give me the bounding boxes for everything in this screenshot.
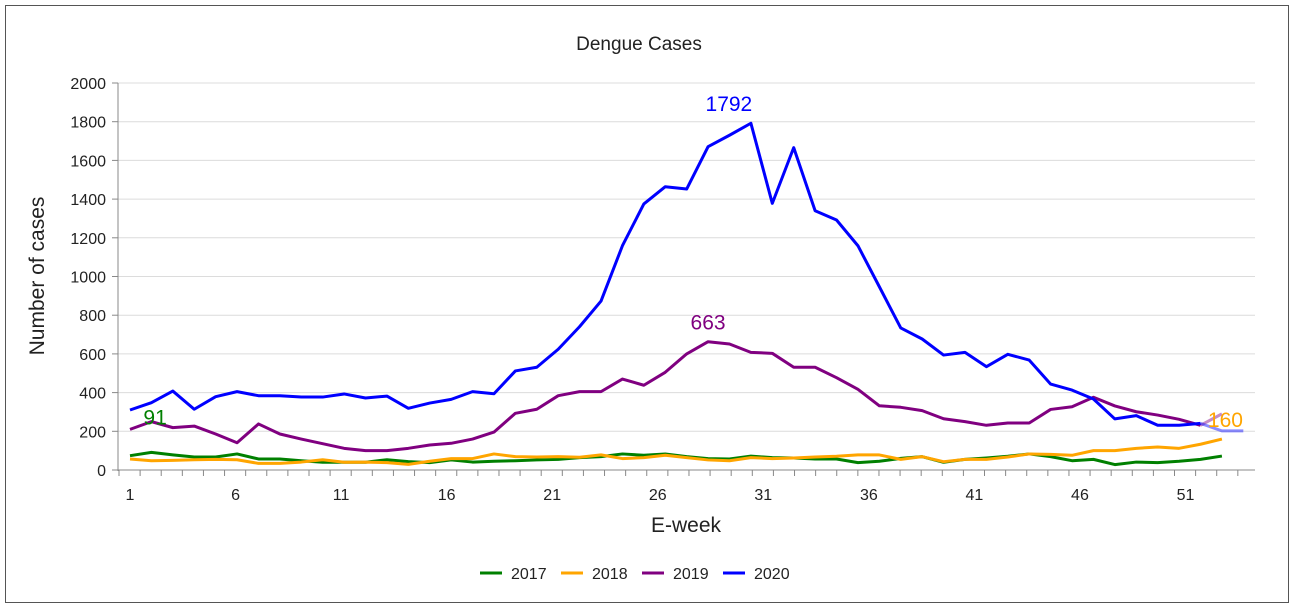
legend-item-2019: 2019 xyxy=(642,566,709,583)
y-axis-label: Number of cases xyxy=(26,197,49,356)
data-label-2018: 160 xyxy=(1208,409,1243,432)
legend-label: 2018 xyxy=(592,566,628,583)
x-tick-label: 51 xyxy=(1177,487,1195,504)
x-tick-label: 46 xyxy=(1071,487,1089,504)
x-tick-label: 31 xyxy=(754,487,772,504)
chart-frame xyxy=(5,5,1289,603)
x-tick-label: 26 xyxy=(649,487,667,504)
y-tick-label: 400 xyxy=(79,386,106,403)
data-label-2017: 91 xyxy=(143,406,166,429)
data-label-2020: 1792 xyxy=(706,93,753,116)
legend-label: 2019 xyxy=(673,566,709,583)
x-tick-label: 36 xyxy=(860,487,878,504)
x-tick-label: 11 xyxy=(333,487,350,504)
y-tick-label: 200 xyxy=(79,424,106,441)
x-axis-label: E-week xyxy=(651,514,722,537)
legend-label: 2017 xyxy=(511,566,547,583)
y-tick-label: 1200 xyxy=(70,231,106,248)
series-line-2018 xyxy=(129,437,1223,466)
y-tick-label: 1800 xyxy=(70,115,106,132)
chart-title: Dengue Cases xyxy=(576,34,702,55)
series-line-2020 xyxy=(129,121,1201,427)
y-tick-label: 800 xyxy=(79,308,106,325)
series-line-2019 xyxy=(129,340,1201,453)
y-tick-label: 1600 xyxy=(70,153,106,170)
series-line-partial-2019 xyxy=(1199,412,1223,427)
legend-item-2020: 2020 xyxy=(723,566,790,583)
x-tick-label: 6 xyxy=(231,487,240,504)
y-tick-label: 600 xyxy=(79,347,106,364)
data-label-2019: 663 xyxy=(691,312,726,335)
x-tick-label: 21 xyxy=(543,487,561,504)
x-tick-label: 41 xyxy=(966,487,984,504)
y-tick-label: 1000 xyxy=(70,270,106,287)
y-tick-label: 0 xyxy=(97,463,106,480)
legend-label: 2020 xyxy=(754,566,790,583)
x-tick-label: 16 xyxy=(438,487,456,504)
legend-item-2017: 2017 xyxy=(480,566,547,583)
y-tick-label: 2000 xyxy=(70,76,106,93)
series-line-partial-2020 xyxy=(1200,421,1244,433)
y-tick-label: 1400 xyxy=(70,192,106,209)
x-tick-label: 1 xyxy=(126,487,135,504)
legend-item-2018: 2018 xyxy=(561,566,628,583)
